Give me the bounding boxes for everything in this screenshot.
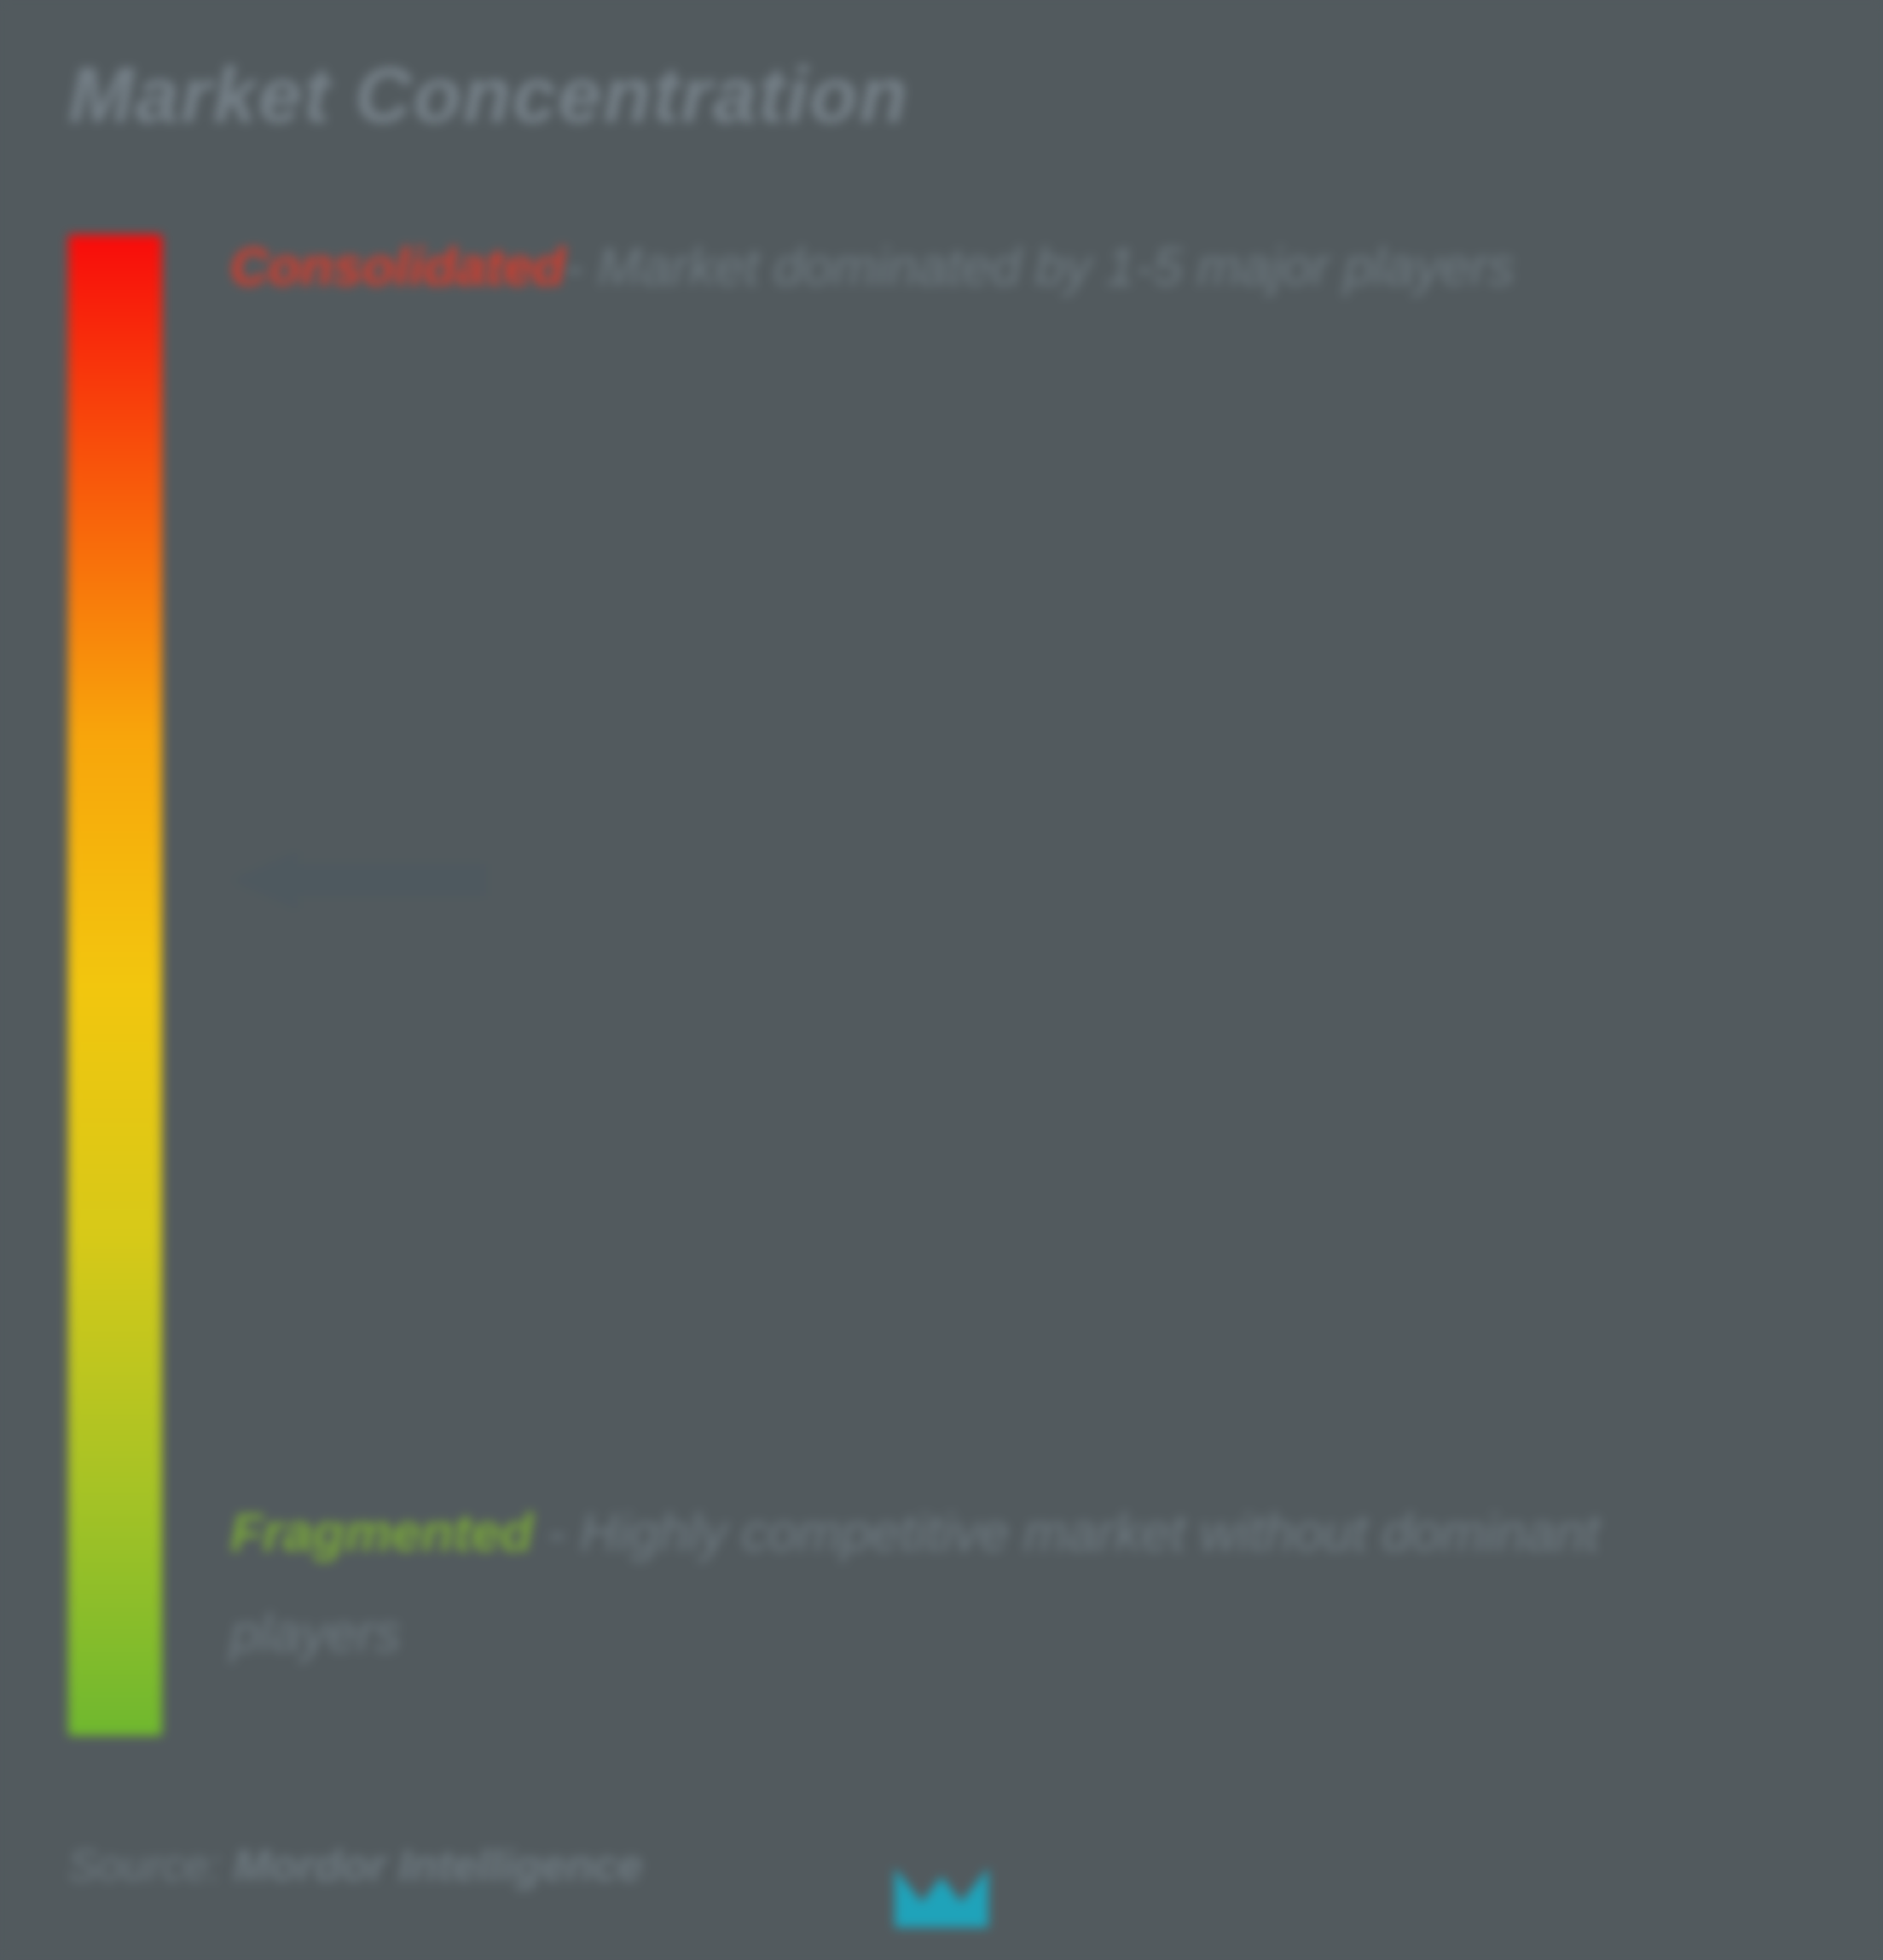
mordor-logo-icon <box>886 1851 997 1936</box>
arrow-polygon <box>230 850 486 910</box>
label-consolidated-text: - Market dominated by 1-5 major players <box>565 238 1515 297</box>
indicator-arrow-icon <box>230 850 486 910</box>
source-name: Mordor Intelligence <box>234 1841 643 1891</box>
source-footer: Source: Mordor Intelligence <box>68 1841 642 1892</box>
label-consolidated: Consolidated- Market dominated by 1-5 ma… <box>230 217 1764 318</box>
source-label: Source: <box>68 1841 221 1891</box>
label-consolidated-key: Consolidated <box>230 238 565 297</box>
market-concentration-card: Market Concentration Consolidated- Marke… <box>0 0 1883 1960</box>
label-fragmented: Fragmented - Highly competitive market w… <box>230 1483 1764 1685</box>
gradient-scale-bar <box>68 235 162 1736</box>
scale-labels: Consolidated- Market dominated by 1-5 ma… <box>230 235 1815 1736</box>
label-fragmented-key: Fragmented <box>230 1504 533 1563</box>
logo-path <box>895 1868 988 1928</box>
diagram-body: Consolidated- Market dominated by 1-5 ma… <box>68 235 1815 1736</box>
card-title: Market Concentration <box>68 51 1815 141</box>
